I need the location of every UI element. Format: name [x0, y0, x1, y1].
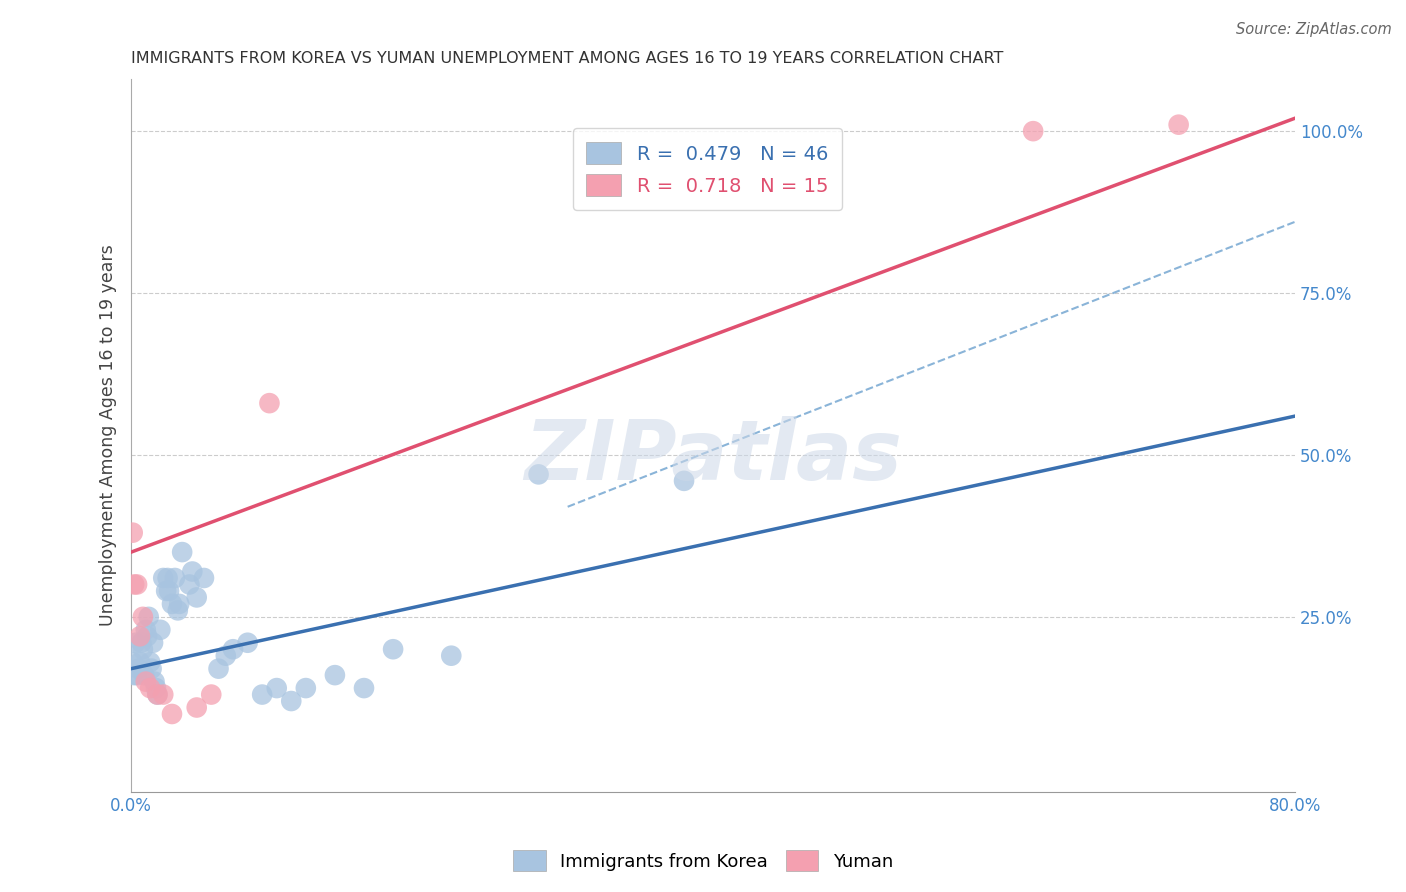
Point: [236, 636, 259, 650]
Point: [215, 648, 238, 663]
Point: [131, 636, 153, 650]
Point: [673, 474, 696, 488]
Point: [152, 688, 174, 702]
Point: [280, 694, 302, 708]
Point: [527, 467, 550, 482]
Point: [152, 571, 174, 585]
Point: [129, 629, 152, 643]
Point: [134, 668, 156, 682]
Point: [323, 668, 346, 682]
Point: [125, 668, 148, 682]
Point: [266, 681, 288, 695]
Point: [139, 681, 162, 695]
Point: [157, 583, 180, 598]
Text: IMMIGRANTS FROM KOREA VS YUMAN UNEMPLOYMENT AMONG AGES 16 TO 19 YEARS CORRELATIO: IMMIGRANTS FROM KOREA VS YUMAN UNEMPLOYM…: [131, 51, 1004, 66]
Point: [163, 571, 186, 585]
Text: ZIPatlas: ZIPatlas: [524, 417, 903, 498]
Point: [121, 655, 143, 669]
Point: [146, 688, 169, 702]
Point: [1167, 118, 1189, 132]
Point: [295, 681, 318, 695]
Legend: R =  0.479   N = 46, R =  0.718   N = 15: R = 0.479 N = 46, R = 0.718 N = 15: [572, 128, 842, 211]
Point: [160, 706, 183, 721]
Point: [181, 565, 204, 579]
Point: [160, 597, 183, 611]
Y-axis label: Unemployment Among Ages 16 to 19 years: Unemployment Among Ages 16 to 19 years: [100, 244, 117, 626]
Point: [172, 545, 194, 559]
Point: [124, 636, 146, 650]
Point: [149, 623, 172, 637]
Point: [122, 668, 145, 682]
Text: Source: ZipAtlas.com: Source: ZipAtlas.com: [1236, 22, 1392, 37]
Point: [440, 648, 463, 663]
Point: [125, 577, 148, 591]
Point: [222, 642, 245, 657]
Point: [193, 571, 215, 585]
Point: [129, 655, 152, 669]
Point: [166, 603, 188, 617]
Point: [207, 662, 229, 676]
Point: [122, 577, 145, 591]
Point: [250, 688, 273, 702]
Point: [141, 662, 163, 676]
Point: [186, 591, 208, 605]
Point: [142, 636, 165, 650]
Point: [128, 662, 150, 676]
Point: [139, 655, 162, 669]
Point: [1022, 124, 1045, 138]
Point: [136, 629, 159, 643]
Point: [135, 674, 157, 689]
Point: [146, 688, 169, 702]
Point: [155, 583, 177, 598]
Point: [186, 700, 208, 714]
Point: [143, 674, 166, 689]
Point: [179, 577, 201, 591]
Point: [156, 571, 179, 585]
Legend: Immigrants from Korea, Yuman: Immigrants from Korea, Yuman: [506, 843, 900, 879]
Point: [353, 681, 375, 695]
Point: [132, 610, 155, 624]
Point: [121, 525, 143, 540]
Point: [132, 642, 155, 657]
Point: [259, 396, 281, 410]
Point: [200, 688, 222, 702]
Point: [135, 623, 157, 637]
Point: [382, 642, 405, 657]
Point: [145, 681, 167, 695]
Point: [138, 610, 160, 624]
Point: [167, 597, 190, 611]
